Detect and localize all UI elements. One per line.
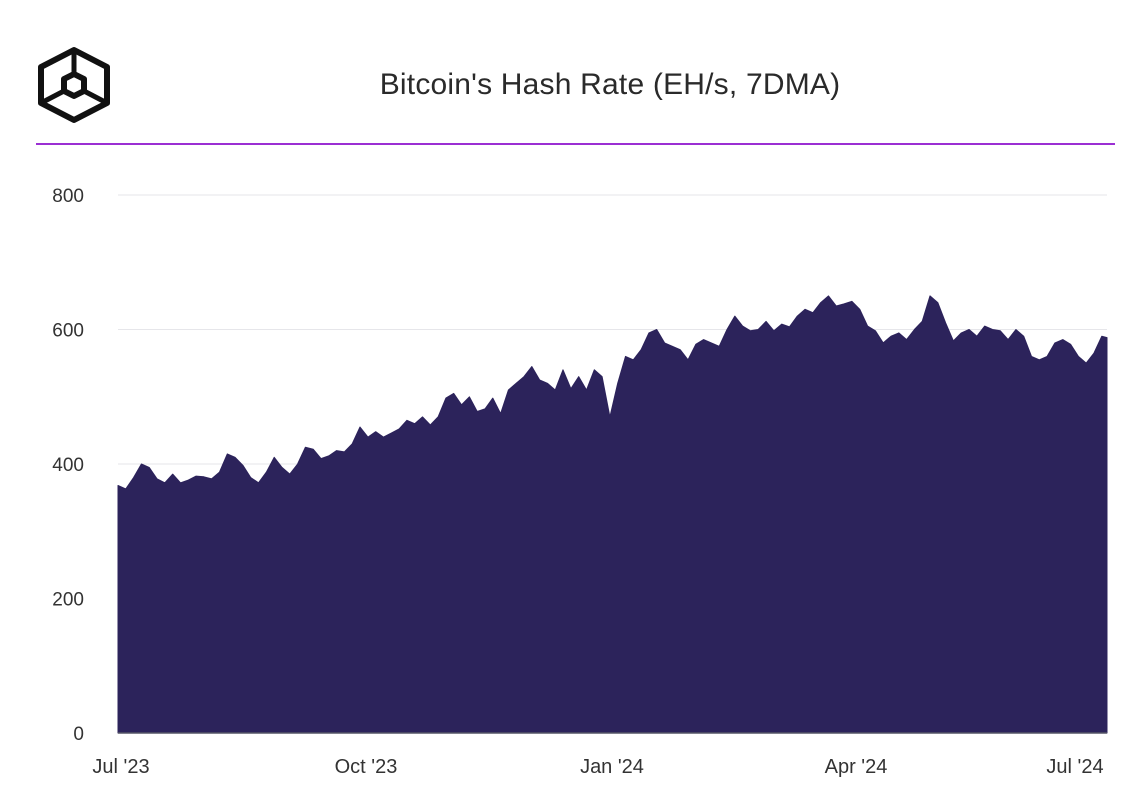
y-tick-label: 600 [52,321,84,342]
x-tick-label: Jul '23 [92,756,149,778]
y-axis-ticks: 0 200 400 600 800 [52,186,84,745]
y-tick-label: 200 [52,590,84,611]
y-tick-label: 400 [52,455,84,476]
x-tick-label: Apr '24 [825,756,888,778]
hash-rate-area [117,295,1108,734]
y-tick-label: 800 [52,186,84,207]
x-tick-label: Jul '24 [1046,756,1103,778]
area-layer [117,295,1108,734]
x-tick-label: Jan '24 [580,756,644,778]
x-axis-ticks: Jul '23 Oct '23 Jan '24 Apr '24 Jul '24 [92,756,1103,778]
chart-title: Bitcoin's Hash Rate (EH/s, 7DMA) [379,68,841,101]
hexagon-cube-logo-icon [38,47,110,123]
x-tick-label: Oct '23 [335,756,398,778]
y-tick-label: 0 [73,724,84,745]
header-divider [36,143,1115,145]
